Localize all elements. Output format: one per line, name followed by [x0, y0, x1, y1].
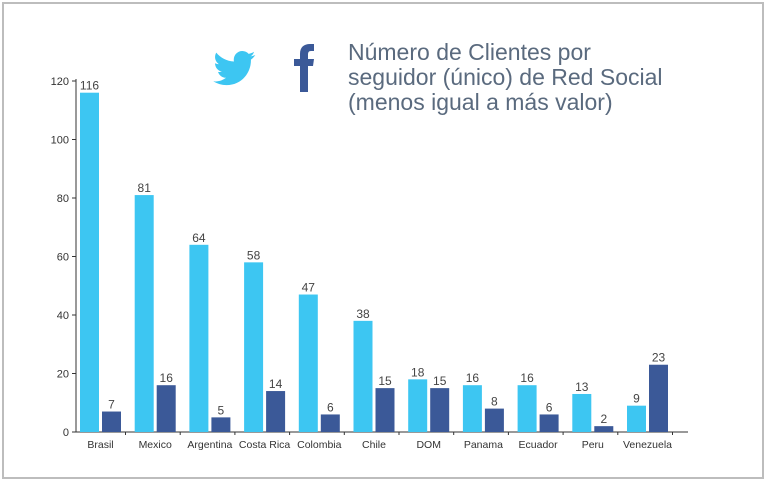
bar-twitter — [189, 244, 209, 432]
bar-facebook — [375, 388, 395, 432]
data-label-twitter: 47 — [302, 281, 316, 295]
x-tick-label: Ecuador — [519, 439, 559, 451]
x-tick-label: Brasil — [87, 439, 113, 451]
bar-facebook — [594, 426, 614, 432]
x-tick-label: Colombia — [297, 439, 342, 451]
bar-facebook — [320, 414, 340, 432]
x-tick-label: Argentina — [187, 439, 232, 451]
bar-facebook — [430, 388, 450, 432]
chart-title-line: (menos igual a más valor) — [348, 89, 613, 115]
bar-facebook — [484, 408, 504, 432]
data-label-facebook: 23 — [652, 351, 666, 365]
bar-twitter — [408, 379, 428, 432]
bar-twitter — [517, 385, 537, 432]
bar-twitter — [353, 320, 373, 432]
chart-title-line: Número de Clientes por — [348, 39, 591, 65]
data-label-facebook: 5 — [218, 403, 225, 417]
data-label-facebook: 15 — [378, 374, 392, 388]
y-tick-label: 80 — [57, 193, 69, 205]
bar-twitter — [462, 385, 482, 432]
data-label-facebook: 8 — [491, 395, 498, 409]
data-label-twitter: 9 — [633, 392, 640, 406]
data-label-twitter: 58 — [247, 248, 261, 262]
data-label-facebook: 2 — [600, 412, 607, 426]
data-label-facebook: 15 — [433, 374, 447, 388]
chart-title-line: seguidor (único) de Red Social — [348, 64, 663, 90]
data-label-facebook: 14 — [269, 377, 283, 391]
data-label-twitter: 16 — [520, 371, 534, 385]
x-tick-label: Chile — [362, 439, 386, 451]
data-label-facebook: 7 — [108, 398, 115, 412]
y-tick-label: 100 — [51, 135, 69, 147]
data-label-twitter: 13 — [575, 380, 589, 394]
y-tick-label: 40 — [57, 310, 69, 322]
bar-facebook — [649, 364, 668, 432]
bar-twitter — [134, 195, 154, 432]
chart-title: Número de Clientes por seguidor (único) … — [348, 40, 748, 115]
x-tick-label: Peru — [582, 439, 604, 451]
bar-twitter — [298, 294, 318, 432]
bar-twitter — [80, 92, 99, 432]
bar-twitter — [572, 393, 592, 432]
bar-facebook — [102, 411, 121, 432]
bar-twitter — [244, 262, 264, 432]
x-tick-label: Venezuela — [623, 439, 672, 451]
data-label-twitter: 18 — [411, 365, 425, 379]
y-tick-label: 60 — [57, 252, 69, 264]
y-tick-label: 20 — [57, 369, 69, 381]
x-tick-label: Mexico — [139, 439, 172, 451]
data-label-twitter: 116 — [80, 79, 99, 93]
twitter-bird-icon — [213, 51, 256, 86]
data-label-twitter: 38 — [356, 307, 370, 321]
x-tick-label: Costa Rica — [239, 439, 291, 451]
data-label-twitter: 81 — [138, 181, 152, 195]
y-tick-label: 0 — [63, 427, 69, 439]
bar-facebook — [539, 414, 559, 432]
data-label-facebook: 16 — [160, 371, 174, 385]
data-label-twitter: 64 — [192, 231, 206, 245]
data-label-facebook: 6 — [327, 400, 334, 414]
data-label-twitter: 16 — [466, 371, 480, 385]
x-tick-label: Panama — [464, 439, 503, 451]
bar-facebook — [156, 385, 176, 432]
facebook-f-icon — [294, 44, 314, 92]
x-tick-label: DOM — [416, 439, 441, 451]
bar-facebook — [211, 417, 231, 432]
y-tick-label: 120 — [51, 76, 69, 88]
bar-twitter — [627, 405, 646, 432]
data-label-facebook: 6 — [546, 400, 553, 414]
bar-facebook — [266, 391, 286, 432]
